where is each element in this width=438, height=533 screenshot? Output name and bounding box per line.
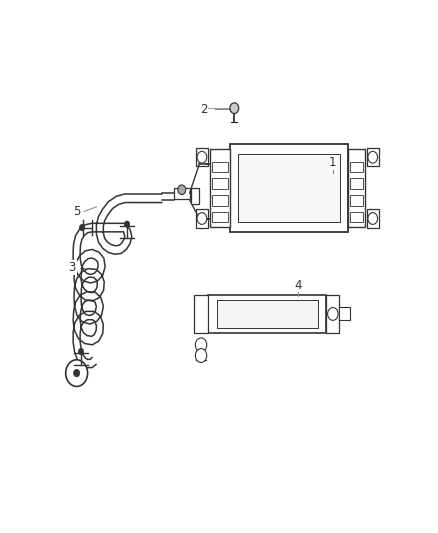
Bar — [217, 300, 318, 328]
Circle shape — [66, 360, 88, 386]
Bar — [208, 295, 326, 333]
Circle shape — [195, 349, 207, 362]
Text: 2: 2 — [200, 103, 208, 116]
Bar — [350, 212, 363, 222]
Circle shape — [368, 213, 378, 224]
Circle shape — [74, 369, 80, 377]
Circle shape — [197, 213, 207, 224]
Bar — [350, 195, 363, 206]
Bar — [326, 295, 339, 333]
Bar — [196, 148, 208, 166]
Text: 3: 3 — [69, 261, 76, 274]
Bar — [350, 178, 363, 189]
Bar — [212, 178, 228, 189]
Bar — [212, 212, 228, 222]
Bar — [238, 154, 340, 222]
Bar — [230, 144, 348, 232]
Bar — [212, 195, 228, 206]
Bar — [196, 209, 208, 228]
Bar — [210, 149, 230, 227]
Circle shape — [230, 103, 239, 114]
Circle shape — [195, 338, 207, 352]
Bar — [339, 307, 350, 320]
Bar — [367, 148, 379, 166]
Bar — [194, 295, 208, 333]
Text: 4: 4 — [294, 279, 302, 292]
Text: 1: 1 — [329, 156, 337, 169]
Bar — [350, 161, 363, 172]
Circle shape — [78, 349, 84, 355]
Circle shape — [368, 151, 378, 163]
Circle shape — [197, 151, 207, 163]
Text: 5: 5 — [73, 205, 80, 218]
Circle shape — [328, 308, 338, 320]
Bar — [367, 209, 379, 228]
Bar — [348, 149, 365, 227]
Circle shape — [124, 221, 130, 228]
Bar — [212, 161, 228, 172]
Circle shape — [79, 224, 85, 231]
Circle shape — [178, 185, 186, 195]
Bar — [191, 188, 199, 204]
Bar — [174, 188, 190, 199]
